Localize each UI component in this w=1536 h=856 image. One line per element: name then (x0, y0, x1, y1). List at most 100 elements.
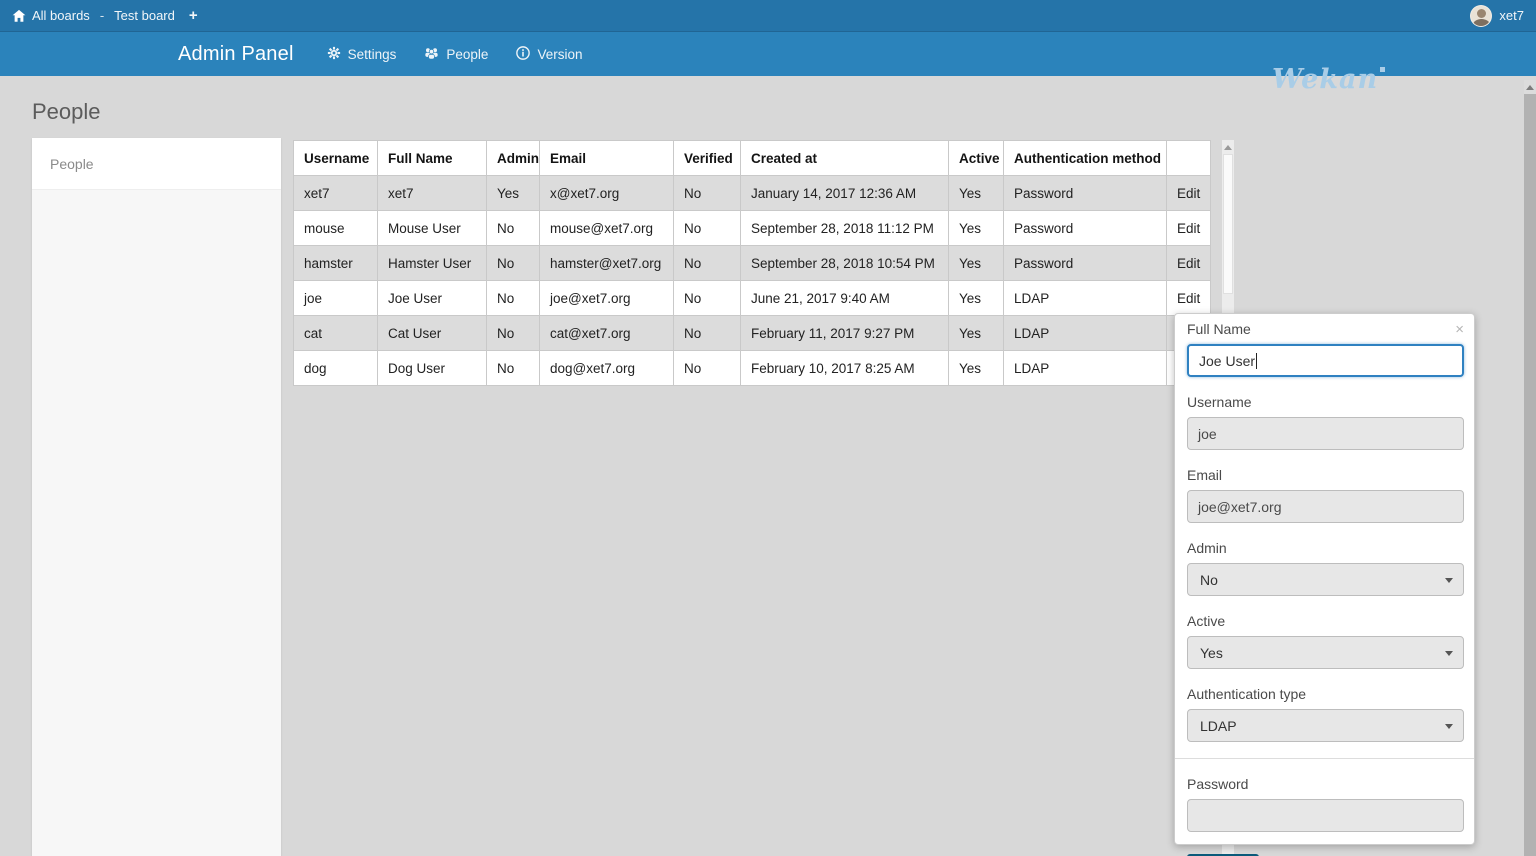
top-bar: All boards - Test board + xet7 (0, 0, 1536, 32)
auth-type-select[interactable]: LDAP (1187, 709, 1464, 742)
breadcrumb-board[interactable]: Test board (114, 8, 175, 23)
user-menu[interactable]: xet7 (1470, 4, 1528, 27)
table-row: cat Cat User No cat@xet7.org No February… (293, 315, 1211, 351)
table-row: hamster Hamster User No hamster@xet7.org… (293, 245, 1211, 281)
col-verified: Verified (673, 140, 741, 176)
col-actions (1166, 140, 1211, 176)
cell-verified: No (673, 210, 741, 246)
cell-username: hamster (293, 245, 378, 281)
col-created-at: Created at (740, 140, 949, 176)
cell-full-name: xet7 (377, 175, 487, 211)
scrollbar-thumb[interactable] (1223, 154, 1233, 294)
cell-verified: No (673, 245, 741, 281)
page-title: People (32, 99, 101, 124)
menu-item-people[interactable]: People (424, 46, 488, 63)
cell-created-at: September 28, 2018 11:12 PM (740, 210, 949, 246)
edit-user-link[interactable]: Edit (1166, 245, 1211, 281)
wekan-logo: Wekan (1272, 66, 1386, 93)
full-name-input[interactable]: Joe User (1187, 344, 1464, 377)
cell-auth-method: Password (1003, 210, 1167, 246)
cell-auth-method: LDAP (1003, 350, 1167, 386)
scrollbar-thumb[interactable] (1524, 94, 1536, 856)
cell-full-name: Dog User (377, 350, 487, 386)
scroll-up-icon[interactable] (1526, 85, 1534, 90)
edit-user-link[interactable]: Edit (1166, 280, 1211, 316)
cell-admin: No (486, 210, 540, 246)
cell-active: Yes (948, 280, 1004, 316)
close-icon[interactable]: × (1455, 321, 1464, 338)
menu-item-label: Version (537, 46, 583, 62)
cell-email: dog@xet7.org (539, 350, 674, 386)
full-name-label: Full Name (1187, 321, 1251, 337)
table-row: dog Dog User No dog@xet7.org No February… (293, 350, 1211, 386)
cell-auth-method: LDAP (1003, 315, 1167, 351)
col-active: Active (948, 140, 1004, 176)
email-label: Email (1187, 467, 1223, 483)
edit-user-link[interactable]: Edit (1166, 175, 1211, 211)
cell-created-at: February 11, 2017 9:27 PM (740, 315, 949, 351)
home-icon[interactable] (12, 9, 26, 23)
cell-active: Yes (948, 350, 1004, 386)
cell-auth-method: Password (1003, 175, 1167, 211)
chevron-down-icon (1445, 724, 1453, 729)
admin-menu: Settings People Version (327, 45, 583, 63)
avatar[interactable] (1470, 4, 1493, 27)
auth-type-label: Authentication type (1187, 686, 1307, 702)
menu-item-settings[interactable]: Settings (327, 46, 397, 63)
scroll-up-icon[interactable] (1224, 145, 1232, 150)
admin-select[interactable]: No (1187, 563, 1464, 596)
cell-auth-method: LDAP (1003, 280, 1167, 316)
cell-username: joe (293, 280, 378, 316)
logo-square (1380, 67, 1386, 72)
page-scrollbar[interactable] (1524, 80, 1536, 856)
save-button[interactable]: Save (1187, 854, 1259, 856)
table-row: mouse Mouse User No mouse@xet7.org No Se… (293, 210, 1211, 246)
active-select[interactable]: Yes (1187, 636, 1464, 669)
col-email: Email (539, 140, 674, 176)
cell-admin: No (486, 350, 540, 386)
cell-active: Yes (948, 315, 1004, 351)
email-input: joe@xet7.org (1187, 490, 1464, 523)
cell-created-at: September 28, 2018 10:54 PM (740, 245, 949, 281)
cell-admin: No (486, 245, 540, 281)
active-label: Active (1187, 613, 1226, 629)
cell-created-at: January 14, 2017 12:36 AM (740, 175, 949, 211)
username-input: joe (1187, 417, 1464, 450)
users-icon (424, 46, 439, 63)
gear-icon (327, 46, 341, 63)
col-admin: Admin (486, 140, 540, 176)
edit-user-link[interactable]: Edit (1166, 210, 1211, 246)
col-auth-method: Authentication method (1003, 140, 1167, 176)
cell-email: joe@xet7.org (539, 280, 674, 316)
table-row: xet7 xet7 Yes x@xet7.org No January 14, … (293, 175, 1211, 211)
add-board-icon[interactable]: + (188, 7, 198, 24)
table-header-row: Username Full Name Admin Email Verified … (293, 140, 1211, 176)
cell-admin: Yes (486, 175, 540, 211)
cell-full-name: Joe User (377, 280, 487, 316)
cell-username: dog (293, 350, 378, 386)
cell-active: Yes (948, 210, 1004, 246)
sidebar: People (32, 138, 281, 856)
admin-label: Admin (1187, 540, 1227, 556)
chevron-down-icon (1445, 578, 1453, 583)
info-icon (516, 45, 531, 63)
password-label: Password (1187, 776, 1249, 792)
cell-email: mouse@xet7.org (539, 210, 674, 246)
chevron-down-icon (1445, 651, 1453, 656)
cell-admin: No (486, 315, 540, 351)
cell-email: x@xet7.org (539, 175, 674, 211)
breadcrumb-separator: - (99, 8, 105, 23)
password-input[interactable] (1187, 799, 1464, 832)
menu-item-label: Settings (347, 46, 397, 62)
text-caret (1256, 352, 1258, 369)
cell-created-at: June 21, 2017 9:40 AM (740, 280, 949, 316)
breadcrumb-all-boards[interactable]: All boards (32, 8, 90, 23)
sidebar-item-people[interactable]: People (32, 138, 281, 190)
cell-created-at: February 10, 2017 8:25 AM (740, 350, 949, 386)
col-username: Username (293, 140, 378, 176)
username-label: Username (1187, 394, 1252, 410)
cell-verified: No (673, 315, 741, 351)
cell-username: cat (293, 315, 378, 351)
menu-item-version[interactable]: Version (516, 45, 583, 63)
cell-admin: No (486, 280, 540, 316)
